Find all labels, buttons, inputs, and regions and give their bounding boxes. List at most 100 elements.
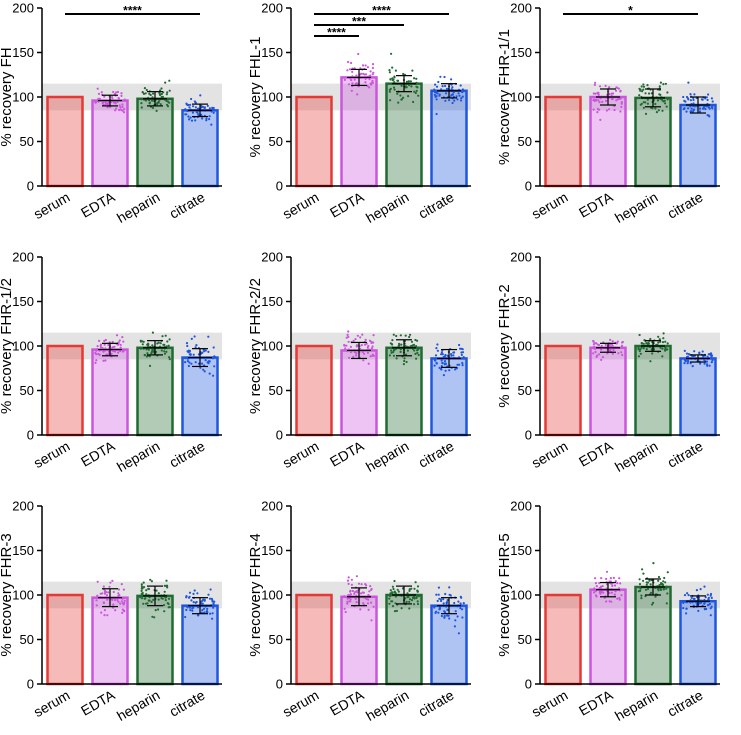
data-point — [659, 93, 662, 96]
data-point — [685, 355, 689, 359]
data-point — [212, 108, 215, 111]
data-point — [462, 602, 465, 605]
data-point — [151, 344, 154, 347]
category-label: heparin — [612, 189, 660, 226]
data-point — [664, 346, 667, 349]
points-citrate — [184, 94, 215, 126]
data-point — [640, 342, 643, 345]
data-point — [682, 108, 685, 111]
y-tick-label: 0 — [276, 179, 283, 194]
data-point — [346, 600, 349, 603]
data-point — [161, 597, 164, 600]
data-point — [99, 346, 103, 349]
data-point — [608, 591, 611, 595]
y-axis-label: % recovery FHR-3 — [0, 533, 15, 656]
bar-heparin — [136, 594, 174, 686]
data-point — [391, 600, 394, 603]
significance-label: * — [628, 4, 633, 18]
data-point — [599, 585, 603, 588]
data-point — [416, 594, 419, 597]
category-label: heparin — [612, 687, 660, 724]
category-label: citrate — [664, 438, 705, 471]
data-point — [448, 617, 451, 620]
data-point — [203, 611, 206, 614]
data-point — [452, 354, 455, 357]
data-point — [648, 579, 651, 582]
data-point — [695, 601, 698, 604]
data-point — [354, 354, 358, 357]
data-point — [594, 582, 598, 585]
data-point — [361, 333, 364, 336]
data-point — [396, 588, 399, 591]
error-bar-heparin — [641, 88, 665, 108]
data-point — [353, 78, 356, 81]
data-point — [646, 587, 650, 591]
data-point — [710, 97, 714, 100]
data-point — [122, 340, 125, 343]
bar-serum — [544, 95, 582, 188]
y-tick-label: 100 — [12, 339, 34, 354]
data-point — [388, 88, 391, 91]
bar-edta — [340, 595, 378, 686]
data-point — [402, 72, 405, 76]
data-point — [415, 85, 418, 88]
data-point — [165, 579, 168, 582]
data-point — [405, 80, 409, 83]
data-point — [435, 85, 439, 88]
significance-label: *** — [352, 15, 366, 29]
data-point — [654, 102, 657, 106]
data-point — [144, 99, 148, 102]
data-point — [163, 610, 166, 613]
data-point — [433, 364, 436, 367]
data-point — [698, 107, 702, 110]
data-point — [651, 107, 654, 110]
data-point — [390, 349, 393, 352]
data-point — [197, 113, 200, 116]
data-point — [414, 352, 417, 355]
data-point — [149, 578, 152, 581]
data-point — [103, 590, 106, 594]
data-point — [701, 98, 704, 101]
data-point — [661, 355, 664, 358]
data-point — [703, 585, 706, 588]
data-point — [610, 591, 614, 594]
data-point — [607, 108, 611, 111]
data-point — [460, 347, 463, 350]
data-point — [658, 85, 661, 88]
bar-edta — [589, 588, 627, 686]
data-point — [435, 98, 438, 101]
data-point — [407, 595, 410, 599]
data-point — [596, 111, 599, 114]
data-point — [347, 83, 351, 86]
data-point — [188, 353, 191, 356]
data-point — [393, 579, 396, 583]
data-point — [604, 84, 607, 87]
data-point — [151, 348, 154, 351]
data-point — [154, 609, 157, 612]
data-point — [688, 353, 691, 356]
data-point — [644, 112, 648, 115]
data-point — [196, 592, 199, 595]
data-point — [457, 356, 461, 359]
y-axis-label: % recovery FH — [0, 47, 15, 146]
data-point — [146, 602, 149, 605]
bar-heparin — [385, 82, 423, 188]
data-point — [370, 587, 373, 591]
data-point — [205, 610, 209, 613]
data-point — [444, 362, 447, 365]
data-point — [652, 562, 655, 565]
data-point — [610, 92, 614, 95]
data-point — [364, 338, 367, 341]
data-point — [103, 343, 106, 346]
data-point — [689, 110, 692, 113]
data-point — [642, 85, 646, 88]
data-point — [441, 353, 444, 356]
data-point — [593, 83, 597, 86]
data-point — [166, 91, 169, 94]
data-point — [122, 588, 125, 591]
data-point — [599, 592, 602, 595]
data-point — [645, 342, 648, 345]
data-point — [209, 588, 212, 591]
bar-citrate — [181, 356, 219, 437]
